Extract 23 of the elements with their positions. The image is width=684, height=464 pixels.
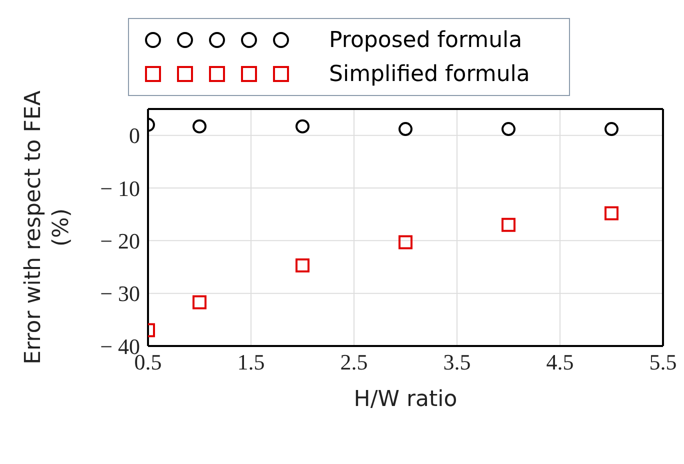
point: [296, 119, 310, 134]
point: [296, 258, 310, 272]
point: [192, 119, 206, 134]
point: [192, 295, 206, 310]
legend-label: Proposed formula: [329, 28, 522, 52]
y-tick-label: − 20: [100, 228, 140, 254]
y-tick-label: − 10: [100, 176, 140, 201]
y-tick-label: 0: [129, 123, 140, 148]
point: [604, 122, 618, 136]
point: [398, 235, 412, 250]
x-axis-title: H/W ratio: [354, 387, 458, 412]
point: [604, 206, 618, 220]
y-tick-label: − 30: [100, 281, 140, 306]
y-axis-title: Error with respect to FEA (%): [21, 90, 74, 364]
point: [502, 218, 516, 232]
point: [502, 122, 516, 136]
legend-label: Simplified formula: [329, 62, 530, 86]
x-tick-label: 3.5: [443, 350, 471, 375]
x-tick-label: 5.5: [649, 350, 677, 375]
x-tick-label: 1.5: [237, 350, 265, 375]
x-tick-label: 2.5: [340, 350, 368, 375]
x-tick-label: 4.5: [546, 350, 574, 375]
point: [398, 122, 412, 136]
